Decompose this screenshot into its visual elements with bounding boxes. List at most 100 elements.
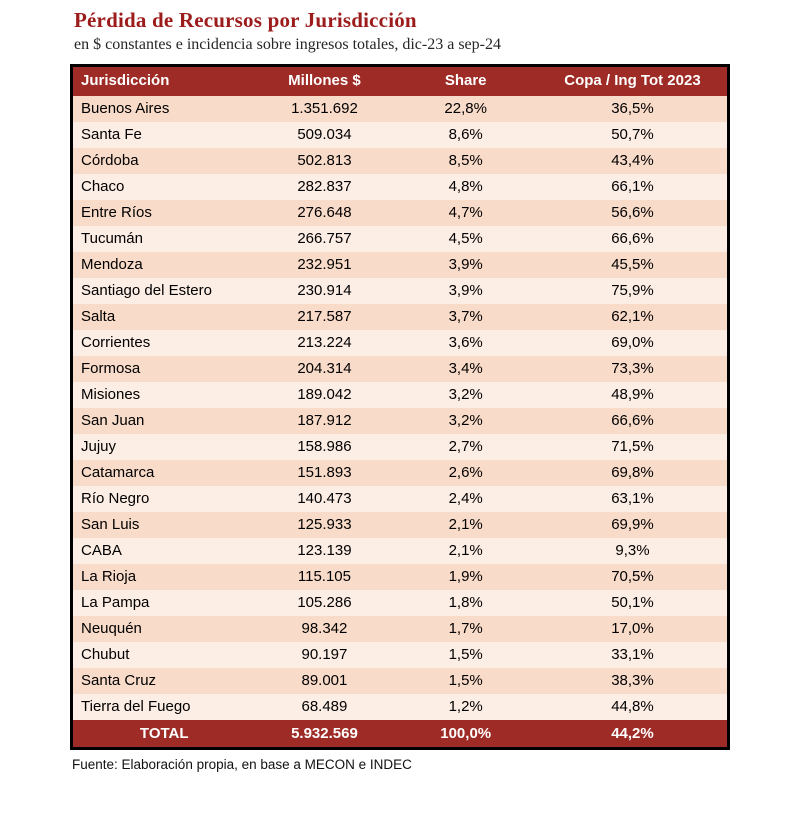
value-cell: 158.986: [297, 438, 352, 456]
value-cell: 50,7%: [611, 126, 654, 144]
value-cell: 17,0%: [611, 620, 654, 638]
value-cell: 63,1%: [611, 490, 654, 508]
table-row: Chaco 282.837 4,8% 66,1%: [71, 173, 729, 200]
table-row: Misiones 189.042 3,2% 48,9%: [71, 381, 729, 408]
table-row: Tierra del Fuego 68.489 1,2% 44,8%: [71, 693, 729, 720]
value-cell: 75,9%: [611, 282, 654, 300]
value-cell: 1,8%: [448, 594, 483, 612]
value-cell: 2,1%: [448, 516, 483, 534]
value-cell: 1.351.692: [291, 100, 358, 118]
value-cell: 66,1%: [611, 178, 654, 196]
total-copa: 44,2%: [537, 719, 729, 749]
value-cell: 266.757: [297, 230, 352, 248]
jurisdiction-cell: San Juan: [81, 412, 145, 430]
value-cell: 276.648: [297, 204, 352, 222]
value-cell: 70,5%: [611, 568, 654, 586]
value-cell: 2,6%: [448, 464, 483, 482]
value-cell: 45,5%: [611, 256, 654, 274]
page-subtitle: en $ constantes e incidencia sobre ingre…: [74, 36, 501, 53]
value-cell: 151.893: [297, 464, 352, 482]
value-cell: 502.813: [297, 152, 352, 170]
value-cell: 232.951: [297, 256, 352, 274]
jurisdiction-cell: Misiones: [81, 386, 141, 404]
value-cell: 33,1%: [611, 646, 654, 664]
value-cell: 73,3%: [611, 360, 654, 378]
table-row: Neuquén 98.342 1,7% 17,0%: [71, 615, 729, 642]
value-cell: 204.314: [297, 360, 352, 378]
source-note: Fuente: Elaboración propia, en base a ME…: [72, 756, 412, 772]
value-cell: 105.286: [297, 594, 352, 612]
value-cell: 125.933: [297, 516, 352, 534]
value-cell: 2,4%: [448, 490, 483, 508]
report-page: Pérdida de Recursos por Jurisdicción en …: [70, 8, 730, 772]
jurisdiction-cell: Jujuy: [81, 438, 117, 456]
value-cell: 2,1%: [448, 542, 483, 560]
value-cell: 43,4%: [611, 152, 654, 170]
value-cell: 2,7%: [448, 438, 483, 456]
value-cell: 4,8%: [448, 178, 483, 196]
value-cell: 89.001: [301, 672, 348, 690]
total-share: 100,0%: [393, 719, 538, 749]
jurisdiction-cell: Río Negro: [81, 490, 150, 508]
value-cell: 217.587: [297, 308, 352, 326]
table-row: Entre Ríos 276.648 4,7% 56,6%: [71, 199, 729, 226]
table-body: Buenos Aires 1.351.692 22,8% 36,5% Santa Fe 5…: [71, 95, 729, 720]
table-total: TOTAL 5.932.569 100,0% 44,2%: [71, 719, 729, 749]
jurisdiction-cell: Buenos Aires: [81, 100, 170, 118]
value-cell: 90.197: [301, 646, 348, 664]
value-cell: 3,6%: [448, 334, 483, 352]
value-cell: 509.034: [297, 126, 352, 144]
table-row: Río Negro 140.473 2,4% 63,1%: [71, 485, 729, 512]
header-jurisdiccion: Jurisdicción: [71, 65, 256, 96]
jurisdiction-cell: Neuquén: [81, 620, 142, 638]
value-cell: 3,2%: [448, 386, 483, 404]
value-cell: 1,5%: [448, 646, 483, 664]
value-cell: 69,8%: [611, 464, 654, 482]
table-row: Corrientes 213.224 3,6% 69,0%: [71, 329, 729, 356]
jurisdiction-cell: Salta: [81, 308, 116, 326]
value-cell: 115.105: [297, 568, 351, 586]
jurisdiction-cell: Catamarca: [81, 464, 155, 482]
value-cell: 282.837: [297, 178, 352, 196]
jurisdiction-cell: Corrientes: [81, 334, 151, 352]
value-cell: 1,5%: [448, 672, 483, 690]
value-cell: 66,6%: [611, 412, 654, 430]
value-cell: 1,2%: [448, 698, 483, 716]
jurisdiction-cell: Chaco: [81, 178, 125, 196]
header-row: Jurisdicción Millones $ Share Copa / Ing…: [71, 65, 729, 96]
table-row: Formosa 204.314 3,4% 73,3%: [71, 355, 729, 382]
table-row: Tucumán 266.757 4,5% 66,6%: [71, 225, 729, 252]
jurisdiction-cell: La Rioja: [81, 568, 137, 586]
value-cell: 1,7%: [448, 620, 483, 638]
value-cell: 3,9%: [448, 256, 483, 274]
value-cell: 36,5%: [611, 100, 654, 118]
header-copa-ing-tot: Copa / Ing Tot 2023: [537, 65, 729, 96]
value-cell: 66,6%: [611, 230, 654, 248]
value-cell: 71,5%: [611, 438, 654, 456]
table-header: Jurisdicción Millones $ Share Copa / Ing…: [71, 65, 729, 96]
header-millones: Millones $: [255, 65, 394, 96]
table-row: Jujuy 158.986 2,7% 71,5%: [71, 433, 729, 460]
jurisdiction-cell: Mendoza: [81, 256, 143, 274]
table-row: Salta 217.587 3,7% 62,1%: [71, 303, 729, 330]
value-cell: 3,7%: [448, 308, 483, 326]
value-cell: 44,8%: [611, 698, 654, 716]
value-cell: 68.489: [301, 698, 348, 716]
table-row: Buenos Aires 1.351.692 22,8% 36,5%: [71, 95, 729, 122]
table-row: La Rioja 115.105 1,9% 70,5%: [71, 563, 729, 590]
value-cell: 9,3%: [615, 542, 650, 560]
jurisdiction-cell: Santa Fe: [81, 126, 142, 144]
total-millones: 5.932.569: [255, 719, 394, 749]
value-cell: 56,6%: [611, 204, 654, 222]
table-row: Santa Cruz 89.001 1,5% 38,3%: [71, 667, 729, 694]
table-row: Catamarca 151.893 2,6% 69,8%: [71, 459, 729, 486]
jurisdiction-cell: Santiago del Estero: [81, 282, 212, 300]
table-row: CABA 123.139 2,1% 9,3%: [71, 537, 729, 564]
table-row: Mendoza 232.951 3,9% 45,5%: [71, 251, 729, 278]
value-cell: 1,9%: [448, 568, 483, 586]
value-cell: 187.912: [297, 412, 352, 430]
value-cell: 189.042: [297, 386, 352, 404]
value-cell: 8,5%: [448, 152, 483, 170]
value-cell: 4,7%: [448, 204, 483, 222]
table-row: Santa Fe 509.034 8,6% 50,7%: [71, 121, 729, 148]
